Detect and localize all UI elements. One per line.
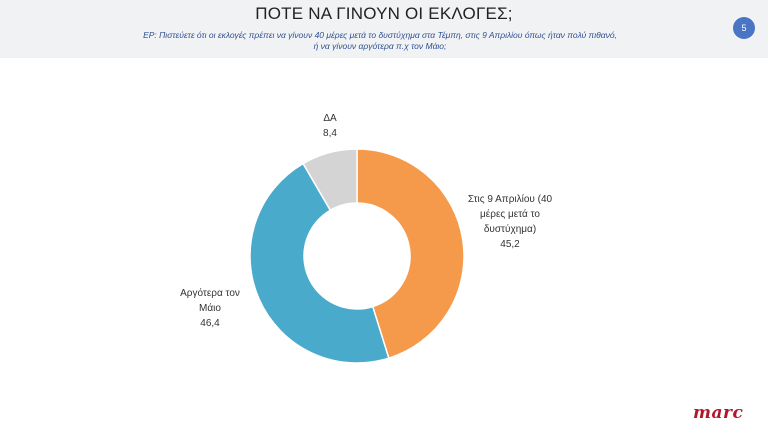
marc-logo: marc bbox=[693, 403, 744, 423]
slice-value-da: 8,4 bbox=[323, 128, 337, 139]
slice-label-april-line-2: μέρες μετά το bbox=[480, 209, 540, 220]
donut-slice-april bbox=[356, 148, 465, 360]
slice-label-april: Στις 9 Απριλίου (40 μέρες μετά το δυστύχ… bbox=[455, 192, 565, 252]
slice-label-april-line-3: δυστύχημα) bbox=[483, 224, 537, 235]
page-number-badge: 5 bbox=[733, 17, 755, 39]
slice-label-da-line-1: ΔΑ bbox=[323, 113, 337, 124]
slice-value-may: 46,4 bbox=[200, 318, 220, 329]
donut-slice-da bbox=[302, 148, 358, 212]
slice-label-may-line-1: Αργότερα τον bbox=[180, 288, 240, 299]
question-text: ΕΡ: Πιστεύετε ότι οι εκλογές πρέπει να γ… bbox=[100, 30, 660, 52]
donut-chart bbox=[249, 148, 465, 364]
slice-label-da: ΔΑ 8,4 bbox=[300, 111, 360, 141]
slice-label-may-line-2: Μάιο bbox=[199, 303, 221, 314]
question-line-2: ή να γίνουν αργότερα π.χ τον Μάιο; bbox=[313, 41, 447, 51]
donut-slice-may bbox=[249, 162, 390, 364]
question-line-1: ΕΡ: Πιστεύετε ότι οι εκλογές πρέπει να γ… bbox=[143, 30, 617, 40]
header-bar: ΠΟΤΕ ΝΑ ΓΙΝΟΥΝ ΟΙ ΕΚΛΟΓΕΣ; ΕΡ: Πιστεύετε… bbox=[0, 0, 768, 58]
slice-label-may: Αργότερα τον Μάιο 46,4 bbox=[160, 286, 260, 331]
page-title: ΠΟΤΕ ΝΑ ΓΙΝΟΥΝ ΟΙ ΕΚΛΟΓΕΣ; bbox=[255, 4, 513, 23]
slice-label-april-line-1: Στις 9 Απριλίου (40 bbox=[467, 194, 553, 205]
slice-value-april: 45,2 bbox=[500, 239, 520, 250]
